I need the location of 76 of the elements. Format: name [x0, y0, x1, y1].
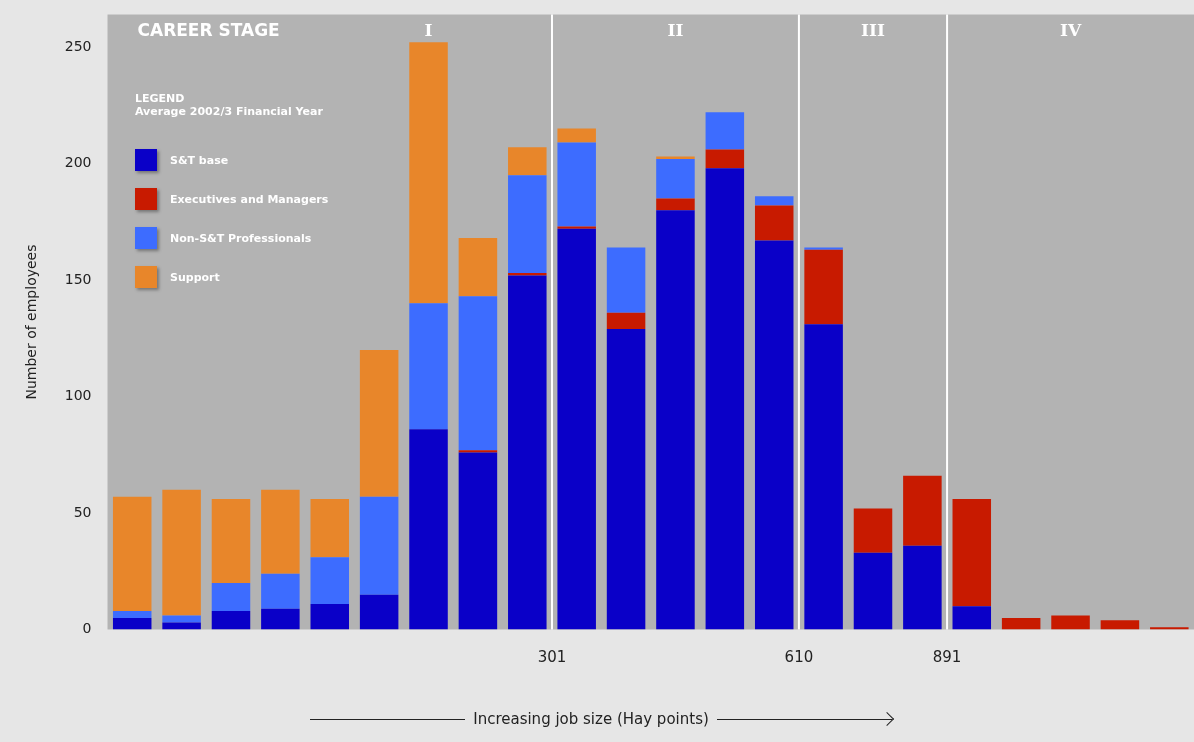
bar — [754, 196, 794, 206]
bar — [804, 324, 843, 630]
bar — [162, 489, 201, 616]
bar — [705, 149, 745, 169]
bar — [211, 610, 251, 630]
bar — [359, 349, 399, 497]
legend-title: LEGEND — [135, 92, 186, 105]
y-tick-label: 250 — [64, 37, 92, 54]
text: 891 — [932, 648, 962, 667]
bar — [162, 615, 201, 623]
bar — [112, 610, 152, 618]
bar — [261, 573, 300, 609]
bar — [557, 142, 596, 227]
bar — [112, 617, 152, 630]
bar — [952, 499, 992, 607]
bar — [952, 606, 992, 630]
bar — [754, 240, 794, 630]
bar — [804, 247, 843, 250]
annotation: I — [424, 19, 433, 40]
bar — [557, 226, 596, 229]
bar — [458, 296, 498, 451]
bar — [705, 112, 745, 150]
bar — [853, 508, 893, 553]
y-axis-title: Number of employees — [23, 244, 40, 400]
bar — [557, 228, 596, 630]
bar — [557, 128, 596, 143]
bar — [705, 168, 745, 630]
y-tick-label: 100 — [64, 387, 92, 404]
bar — [853, 552, 893, 630]
annotation: II — [667, 19, 684, 40]
bar — [359, 594, 399, 630]
bar — [409, 42, 448, 304]
bar — [804, 249, 843, 325]
bar — [606, 328, 646, 630]
annotation: IV — [1059, 19, 1082, 40]
bar — [409, 429, 448, 630]
text: 610 — [784, 648, 814, 667]
y-tick-label: 0 — [82, 620, 92, 637]
bar — [458, 238, 498, 297]
bar — [903, 545, 942, 630]
bar — [310, 499, 350, 558]
bar — [754, 205, 794, 241]
text: Average 2002/3 Financial Year — [135, 105, 324, 118]
y-tick-label: 200 — [64, 154, 92, 171]
legend-label: Non-S&T Professionals — [170, 231, 312, 245]
legend-label: S&T base — [170, 153, 229, 167]
x-axis-title: Increasing job size (Hay points) — [473, 710, 709, 728]
bar — [458, 452, 498, 630]
bar — [409, 303, 448, 430]
bar — [508, 147, 547, 176]
bar — [1051, 615, 1090, 630]
bar — [606, 312, 646, 329]
y-tick-label: 50 — [73, 503, 92, 520]
bar — [112, 496, 152, 611]
bar — [1001, 617, 1041, 630]
bar — [508, 175, 547, 274]
bar — [656, 210, 695, 630]
bar — [359, 496, 399, 595]
legend-label: Executives and Managers — [170, 192, 329, 206]
bar — [656, 198, 695, 211]
bar — [903, 475, 942, 546]
legend-label: Support — [170, 270, 220, 284]
y-tick-label: 150 — [64, 270, 92, 287]
annotation: CAREER STAGE — [137, 19, 280, 40]
bar — [310, 603, 350, 630]
bar — [261, 489, 300, 574]
bar — [261, 608, 300, 630]
bar — [508, 275, 547, 630]
bar — [1100, 620, 1140, 630]
bar — [211, 582, 251, 611]
bar — [211, 499, 251, 583]
annotation: III — [861, 19, 885, 40]
bar — [656, 158, 695, 199]
text: 301 — [537, 648, 567, 667]
bar — [606, 247, 646, 313]
bar — [310, 557, 350, 604]
